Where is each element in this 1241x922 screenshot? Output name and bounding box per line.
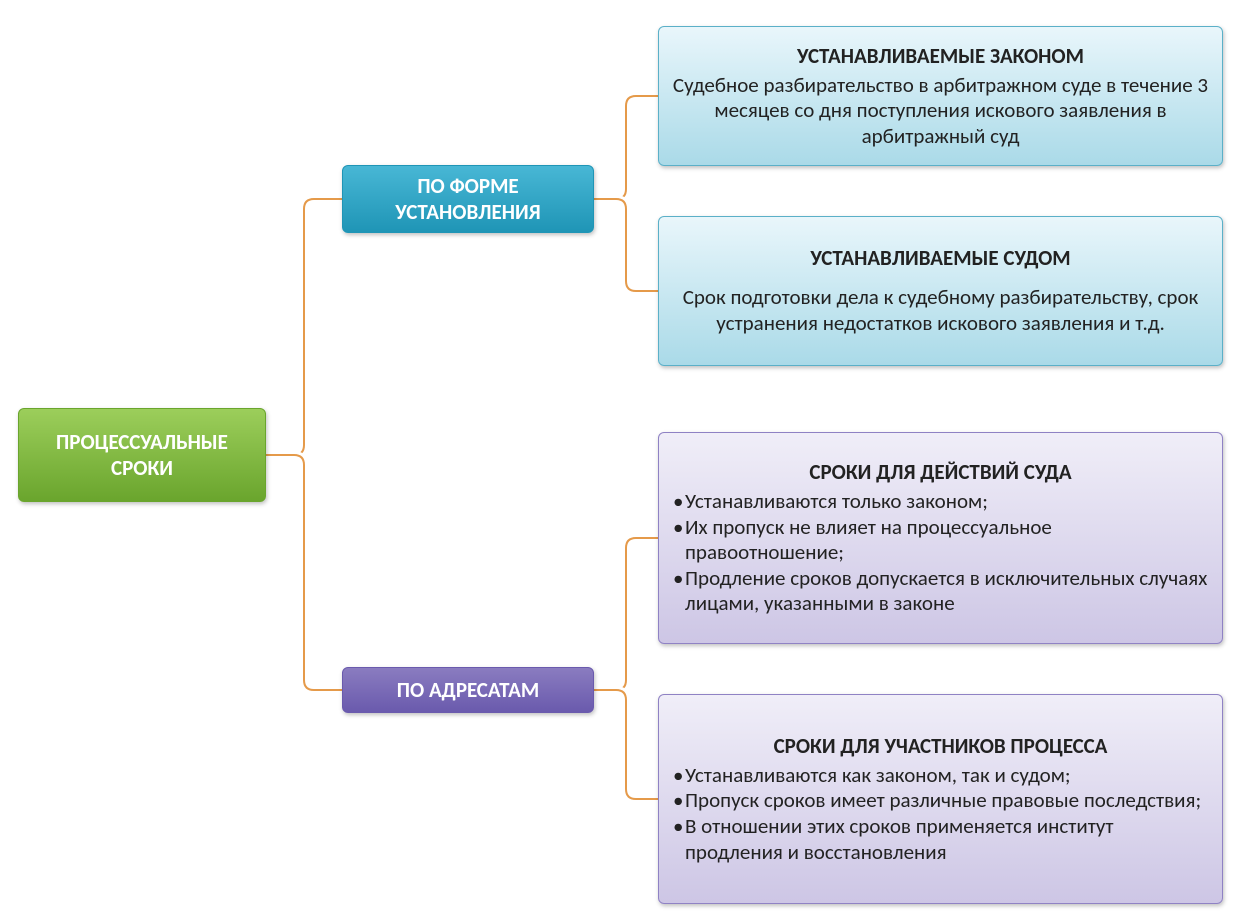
category-form-label: ПО ФОРМЕ УСТАНОВЛЕНИЯ [355,173,581,226]
leaf-participants-body: Устанавливаются как законом, так и судом… [671,763,1210,865]
leaf-established-by-court: УСТАНАВЛИВАЕМЫЕ СУДОМ Срок подготовки де… [658,216,1223,366]
leaf-court-acts-bullet: Продление сроков допускается в исключите… [671,566,1210,617]
category-addressees: ПО АДРЕСАТАМ [342,667,594,713]
leaf-court-acts-bullet: Их пропуск не влияет на процессуальное п… [671,515,1210,566]
leaf-participants-bullet: Устанавливаются как законом, так и судом… [671,763,1210,789]
leaf-court-title: УСТАНАВЛИВАЕМЫЕ СУДОМ [671,245,1210,271]
leaf-court-acts-bullet: Устанавливаются только законом; [671,489,1210,515]
leaf-court-body: Срок подготовки дела к судебному разбира… [671,285,1210,336]
root-label: ПРОЦЕССУАЛЬНЫЕ СРОКИ [31,429,253,482]
category-form: ПО ФОРМЕ УСТАНОВЛЕНИЯ [342,165,594,233]
root-node: ПРОЦЕССУАЛЬНЫЕ СРОКИ [18,408,266,502]
leaf-law-title: УСТАНАВЛИВАЕМЫЕ ЗАКОНОМ [671,43,1210,69]
leaf-established-by-law: УСТАНАВЛИВАЕМЫЕ ЗАКОНОМ Судебное разбира… [658,26,1223,166]
leaf-participants-bullet: Пропуск сроков имеет различные правовые … [671,788,1210,814]
leaf-court-acts-title: СРОКИ ДЛЯ ДЕЙСТВИЙ СУДА [671,459,1210,485]
leaf-court-action-terms: СРОКИ ДЛЯ ДЕЙСТВИЙ СУДА Устанавливаются … [658,432,1223,644]
leaf-court-acts-body: Устанавливаются только законом; Их пропу… [671,489,1210,617]
leaf-law-body: Судебное разбирательство в арбитражном с… [671,73,1210,150]
leaf-participants-bullet: В отношении этих сроков применяется инст… [671,814,1210,865]
category-addressees-label: ПО АДРЕСАТАМ [355,677,581,703]
leaf-participant-terms: СРОКИ ДЛЯ УЧАСТНИКОВ ПРОЦЕССА Устанавлив… [658,694,1223,904]
leaf-participants-title: СРОКИ ДЛЯ УЧАСТНИКОВ ПРОЦЕССА [671,733,1210,759]
